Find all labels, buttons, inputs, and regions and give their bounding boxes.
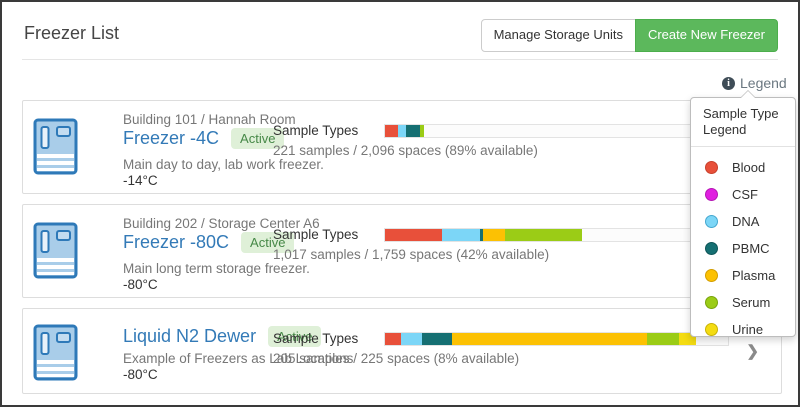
legend-item: CSF (705, 181, 795, 208)
bar-segment-dna (400, 333, 422, 345)
legend-link-label: Legend (740, 75, 787, 91)
bar-segment-pbmc (480, 229, 484, 241)
legend-item: Blood (705, 154, 795, 181)
header-button-group: Manage Storage Units Create New Freezer (480, 19, 778, 52)
info-icon: i (722, 76, 735, 90)
sample-types-label: Sample Types (273, 227, 359, 242)
chevron-right-icon[interactable]: ❯ (746, 343, 759, 360)
freezer-row[interactable]: Liquid N2 Dewer Active Example of Freeze… (22, 308, 782, 394)
legend-item-label: CSF (732, 186, 758, 202)
freezer-temperature: -14°C (123, 173, 158, 188)
create-new-freezer-button[interactable]: Create New Freezer (634, 19, 778, 52)
bar-segment-serum (419, 125, 425, 137)
legend-items: Blood CSF DNA PBMC Plasma Serum (691, 147, 795, 343)
legend-item: DNA (705, 208, 795, 235)
breadcrumb: Building 101 / Hannah Room (123, 112, 296, 127)
status-badge: Active (231, 128, 285, 149)
freezer-description: Main long term storage freezer. (123, 261, 310, 276)
sample-type-legend-popup: Sample Type Legend Blood CSF DNA PBMC Pl… (690, 90, 796, 337)
legend-item: Serum (705, 289, 795, 316)
freezer-row[interactable]: Building 202 / Storage Center A6 Freezer… (22, 204, 782, 298)
sample-types-bar (384, 124, 729, 138)
sample-types-label: Sample Types (273, 331, 359, 346)
samples-summary: 205 samples / 225 spaces (8% available) (273, 351, 520, 366)
freezer-icon (33, 118, 78, 180)
freezer-temperature: -80°C (123, 277, 158, 292)
bar-segment-dna (398, 125, 406, 137)
manage-storage-units-button[interactable]: Manage Storage Units (480, 19, 636, 52)
freezer-name-link[interactable]: Freezer -4C (123, 128, 220, 148)
status-badge: Active (241, 232, 295, 253)
status-badge: Active (268, 326, 322, 347)
bar-segment-plasma (451, 333, 648, 345)
pbmc-color-dot (705, 241, 718, 255)
freezer-name-link[interactable]: Liquid N2 Dewer (123, 326, 257, 346)
legend-item-label: DNA (732, 213, 760, 229)
legend-item-label: Urine (732, 321, 764, 337)
samples-summary: 1,017 samples / 1,759 spaces (42% availa… (273, 247, 550, 262)
freezer-icon (33, 324, 78, 386)
legend-item: PBMC (705, 235, 795, 262)
bar-segment-pbmc (421, 333, 452, 345)
sample-types-bar (384, 228, 729, 242)
breadcrumb: Building 202 / Storage Center A6 (123, 216, 320, 231)
legend-popup-title: Sample Type Legend (691, 98, 795, 147)
legend-item-label: PBMC (732, 240, 770, 256)
blood-color-dot (705, 160, 718, 174)
bar-segment-plasma (483, 229, 506, 241)
bar-segment-blood (385, 229, 442, 241)
freezer-temperature: -80°C (123, 367, 158, 382)
legend-item-label: Serum (732, 294, 771, 310)
plasma-color-dot (705, 268, 718, 282)
freezer-name-link[interactable]: Freezer -80C (123, 232, 230, 252)
page-title: Freezer List (24, 23, 120, 43)
urine-color-dot (705, 322, 718, 336)
bar-segment-dna (441, 229, 481, 241)
serum-color-dot (705, 295, 718, 309)
dna-color-dot (705, 214, 718, 228)
samples-summary: 221 samples / 2,096 spaces (89% availabl… (273, 143, 538, 158)
legend-item-label: Blood (732, 159, 766, 175)
sample-types-bar (384, 332, 729, 346)
legend-item: Plasma (705, 262, 795, 289)
bar-segment-serum (505, 229, 582, 241)
freezer-row[interactable]: Building 101 / Hannah Room Freezer -4C A… (22, 100, 782, 194)
freezer-description: Example of Freezers as Lab Locations (123, 351, 354, 366)
bar-segment-pbmc (405, 125, 420, 137)
legend-item-label: Plasma (732, 267, 776, 283)
freezer-description: Main day to day, lab work freezer. (123, 157, 324, 172)
legend-link[interactable]: i Legend (722, 75, 787, 91)
bar-segment-blood (385, 125, 399, 137)
bar-segment-blood (385, 333, 401, 345)
freezer-icon (33, 222, 78, 284)
header-divider (22, 59, 778, 60)
legend-item: Urine (705, 316, 795, 343)
sample-types-label: Sample Types (273, 123, 359, 138)
csf-color-dot (705, 187, 718, 201)
bar-segment-serum (647, 333, 680, 345)
